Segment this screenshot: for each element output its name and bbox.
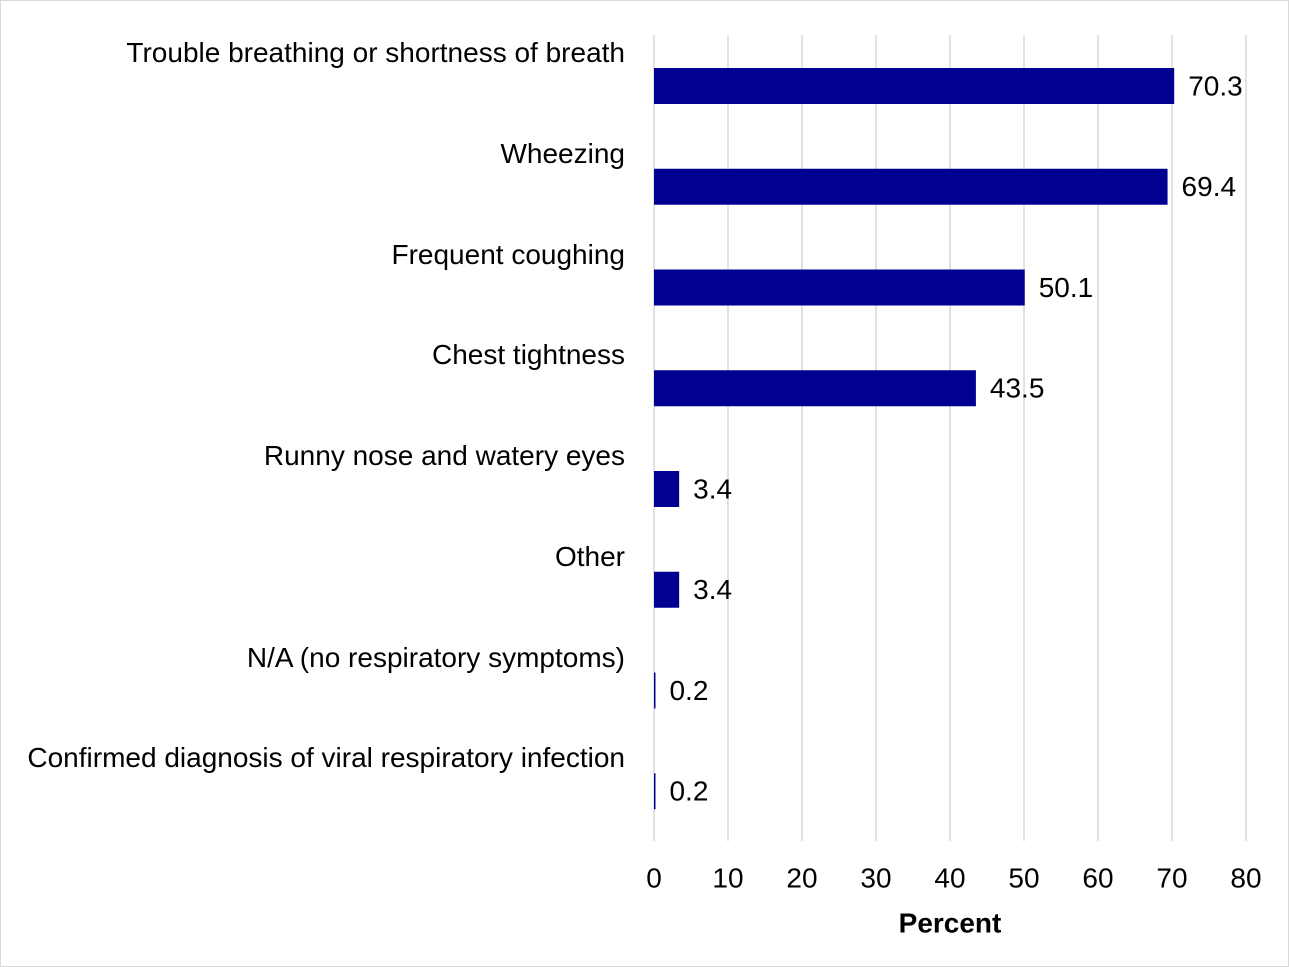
x-tick-label: 60 [1082, 862, 1113, 893]
category-label: Wheezing [500, 137, 625, 169]
x-tick-label: 50 [1008, 862, 1039, 893]
bar [654, 571, 680, 608]
x-tick-label: 0 [646, 862, 662, 893]
value-label: 0.2 [669, 675, 708, 706]
category-label: Trouble breathing or shortness of breath [126, 37, 625, 68]
value-label: 3.4 [693, 473, 732, 504]
x-tick-label: 80 [1230, 862, 1261, 893]
bar [654, 168, 1168, 205]
category-label: N/A (no respiratory symptoms) [246, 641, 625, 673]
value-label: 3.4 [693, 574, 732, 605]
x-tick-label: 30 [860, 862, 891, 893]
value-label: 70.3 [1188, 70, 1243, 101]
bar [654, 68, 1175, 104]
value-label: 43.5 [990, 373, 1045, 404]
category-label: Other [554, 540, 625, 572]
value-label: 69.4 [1182, 171, 1237, 202]
value-label: 50.1 [1039, 272, 1094, 303]
bar [654, 773, 656, 810]
x-tick-label: 10 [712, 862, 743, 893]
category-label: Frequent coughing [391, 238, 625, 270]
bar [654, 269, 1025, 306]
bar [654, 672, 656, 709]
category-label: Confirmed diagnosis of viral respiratory… [27, 742, 625, 774]
x-tick-label: 40 [934, 862, 965, 893]
x-tick-label: 20 [786, 862, 817, 893]
bar [654, 370, 976, 407]
x-axis-label: Percent [899, 907, 1002, 938]
x-tick-label: 70 [1156, 862, 1187, 893]
category-label: Chest tightness [432, 339, 625, 371]
category-label: Runny nose and watery eyes [263, 440, 625, 471]
bar [654, 471, 680, 507]
value-label: 0.2 [669, 776, 708, 807]
